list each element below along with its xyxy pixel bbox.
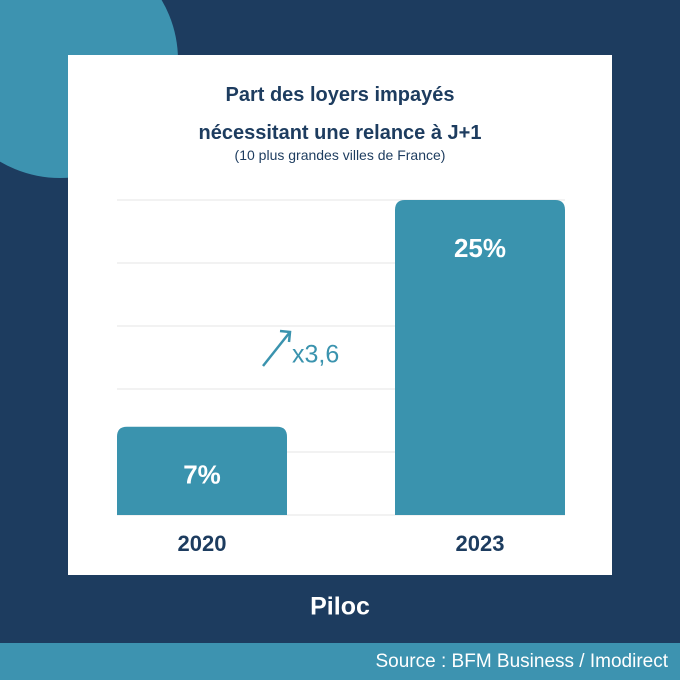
bar bbox=[395, 200, 565, 515]
source-band bbox=[0, 643, 680, 680]
source: Source : BFM Business / Imodirect bbox=[376, 651, 669, 672]
value-label: 25% bbox=[454, 233, 506, 263]
arrow-head bbox=[279, 329, 292, 343]
value-label: 7% bbox=[183, 460, 221, 490]
x-tick-label: 2020 bbox=[178, 531, 227, 556]
chart-subtitle: (10 plus grandes villes de France) bbox=[234, 147, 446, 163]
x-tick-label: 2023 bbox=[456, 531, 505, 556]
arrow bbox=[262, 331, 291, 367]
annotation: x3,6 bbox=[292, 341, 339, 369]
chart-title: Part des loyers impayés nécessitant une … bbox=[198, 84, 482, 144]
bar bbox=[117, 426, 287, 515]
brand: Piloc bbox=[310, 593, 370, 621]
